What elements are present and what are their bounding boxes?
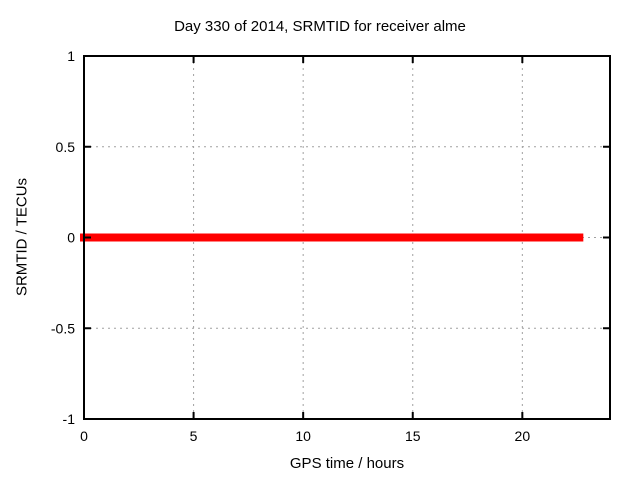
y-tick-label: 1	[67, 48, 75, 64]
x-tick-label: 10	[295, 428, 311, 444]
x-axis-label: GPS time / hours	[289, 455, 405, 472]
y-tick-label: 0	[67, 230, 75, 246]
x-tick-label: 5	[190, 428, 198, 444]
chart-title: Day 330 of 2014, SRMTID for receiver alm…	[174, 18, 466, 35]
y-tick-label: -1	[63, 411, 76, 427]
x-tick-label: 15	[405, 428, 421, 444]
y-tick-label: 0.5	[56, 139, 76, 155]
y-tick-label: -0.5	[51, 320, 75, 336]
x-tick-label: 20	[515, 428, 531, 444]
x-tick-label: 0	[80, 428, 88, 444]
